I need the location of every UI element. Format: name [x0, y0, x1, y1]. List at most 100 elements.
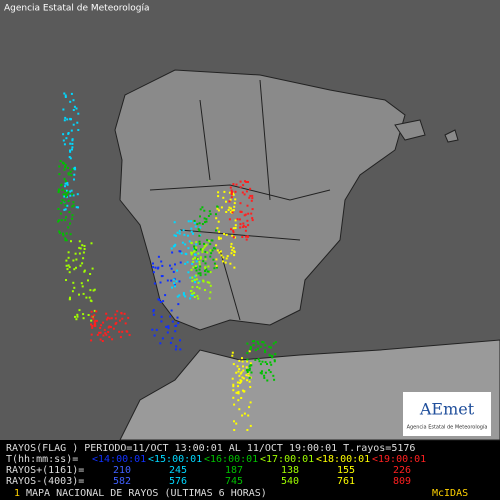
strike-dot [193, 250, 196, 253]
strike-dot [171, 251, 174, 254]
strike-dot [77, 129, 80, 131]
logo-name: AEmet [419, 400, 475, 419]
strike-dot [66, 183, 69, 186]
strike-dot [75, 318, 78, 321]
strike-dot [247, 374, 250, 377]
strike-dot [199, 256, 202, 259]
strike-dot [184, 295, 187, 298]
strike-dot [244, 229, 247, 232]
strike-dot [61, 232, 64, 235]
strike-dot [269, 346, 272, 349]
strike-dot [191, 262, 194, 265]
strike-dot [238, 408, 241, 411]
strike-dot [67, 264, 70, 267]
strike-dot [195, 243, 198, 246]
strike-dot [217, 195, 220, 198]
strike-dot [119, 319, 121, 322]
strike-dot [227, 209, 230, 211]
strike-dot [233, 420, 235, 423]
strike-dot [230, 228, 232, 231]
strike-dot [68, 156, 71, 158]
strike-dot [198, 268, 201, 271]
strike-dot [246, 360, 249, 363]
strike-dot [65, 239, 68, 242]
strike-dot [247, 414, 250, 417]
strike-dot [159, 281, 162, 284]
strike-dot [57, 220, 60, 223]
strike-dot [93, 288, 96, 291]
strike-dot [199, 208, 202, 211]
strike-dot [242, 226, 245, 228]
strike-dot [237, 399, 240, 402]
strike-dot [248, 365, 251, 368]
negative-count: 582 [113, 476, 131, 487]
strike-dot [173, 221, 176, 224]
strike-dot [254, 358, 257, 361]
strike-dot [69, 118, 72, 121]
strike-dot [237, 370, 240, 373]
logo-subtitle: Agencia Estatal de Meteorología [407, 424, 488, 431]
strike-dot [60, 184, 62, 187]
strike-dot [81, 262, 84, 265]
strike-dot [262, 341, 265, 344]
time-label: T(hh:mm:ss)= [6, 454, 78, 465]
strike-dot [191, 252, 194, 254]
strike-dot [177, 322, 180, 325]
strike-dot [215, 264, 218, 267]
strike-dot [82, 292, 85, 295]
strike-dot [203, 242, 205, 245]
strike-dot [176, 295, 179, 298]
strike-dot [90, 300, 93, 303]
strike-dot [76, 315, 79, 318]
strike-dot [95, 310, 98, 313]
strike-dot [71, 205, 74, 208]
strike-dot [116, 310, 119, 313]
strike-dot [216, 249, 219, 252]
strike-dot [249, 401, 252, 404]
strike-dot [245, 238, 248, 241]
strike-dot [246, 358, 249, 361]
strike-dot [232, 192, 234, 195]
strike-dot [232, 236, 235, 239]
strike-dot [178, 294, 181, 297]
strike-dot [69, 297, 71, 300]
strike-dot [181, 241, 184, 244]
strike-dot [63, 200, 66, 203]
strike-dot [197, 272, 200, 275]
strike-dot [224, 261, 227, 264]
strike-dot [102, 334, 105, 337]
strike-dot [90, 242, 93, 245]
strike-dot [170, 267, 173, 270]
strike-dot [225, 233, 228, 236]
strike-dot [231, 190, 234, 193]
strike-dot [69, 190, 71, 193]
strike-dot [71, 148, 73, 151]
strike-dot [59, 212, 62, 215]
strike-dot [234, 227, 237, 229]
strike-dot [236, 218, 239, 221]
strike-dot [200, 248, 202, 251]
strike-dot [70, 129, 73, 132]
strike-dot [238, 368, 241, 370]
strike-dot [65, 259, 68, 262]
strike-dot [247, 224, 250, 227]
strike-dot [236, 365, 239, 368]
strike-dot [65, 193, 68, 196]
strike-dot [202, 260, 205, 263]
strike-dot [234, 224, 237, 227]
strike-dot [75, 107, 78, 110]
strike-dot [152, 271, 155, 274]
strike-dot [225, 211, 228, 213]
strike-dot [66, 118, 69, 121]
strike-dot [244, 213, 247, 216]
strike-dot [92, 289, 95, 292]
strike-dot [201, 206, 204, 209]
strike-dot [71, 138, 74, 141]
strike-dot [260, 372, 263, 375]
strike-dot [242, 222, 245, 225]
strike-dot [263, 374, 266, 377]
strike-dot [82, 257, 85, 260]
strike-dot [251, 197, 254, 200]
strike-dot [64, 239, 67, 242]
strike-dot [209, 255, 212, 258]
